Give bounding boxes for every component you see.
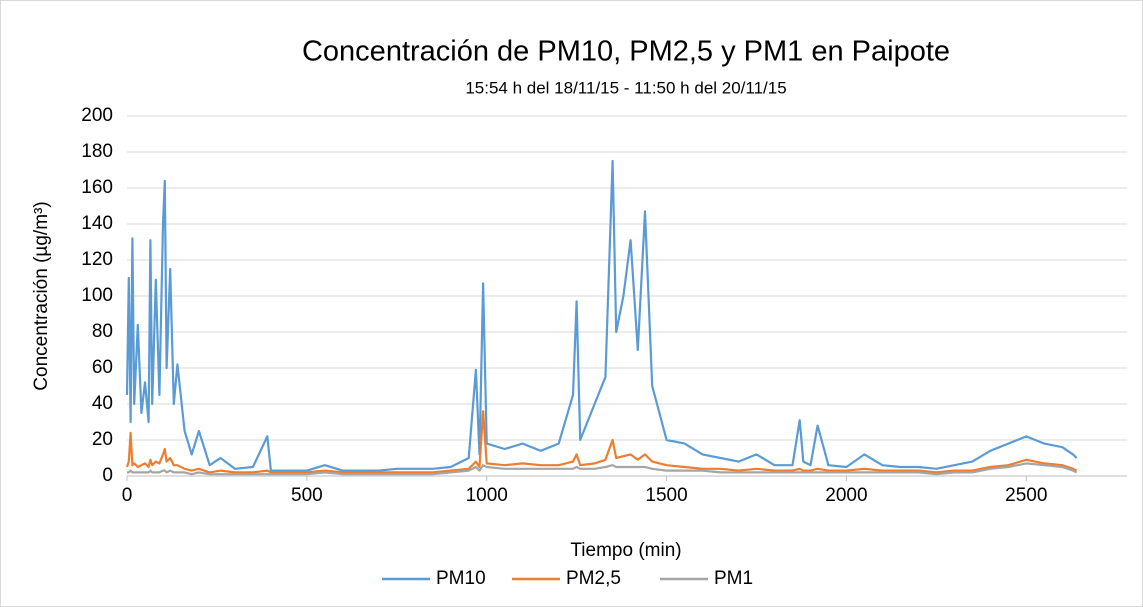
chart-subtitle: 15:54 h del 18/11/15 - 11:50 h del 20/11…	[465, 78, 786, 97]
x-tick-label: 500	[291, 485, 323, 506]
y-tick-label: 80	[92, 321, 113, 342]
x-tick-label: 2500	[1005, 485, 1047, 506]
y-tick-label: 20	[92, 429, 113, 450]
y-tick-label: 180	[81, 141, 113, 162]
series-line	[127, 462, 1078, 476]
legend-label: PM1	[714, 568, 753, 589]
y-tick-label: 40	[92, 393, 113, 414]
x-tick-label: 0	[122, 485, 133, 506]
y-axis-title: Concentración (µg/m³)	[31, 201, 52, 390]
y-tick-label: 140	[81, 213, 113, 234]
series-line	[125, 159, 1078, 472]
x-tick-label: 2000	[825, 485, 867, 506]
legend-label: PM2,5	[566, 568, 621, 589]
y-tick-label: 60	[92, 357, 113, 378]
x-axis-title: Tiempo (min)	[570, 540, 681, 561]
y-tick-label: 0	[102, 465, 113, 486]
x-tick-label: 1500	[645, 485, 687, 506]
legend-label: PM10	[436, 568, 486, 589]
series-line	[125, 410, 1078, 474]
y-tick-label: 200	[81, 105, 113, 126]
chart-title: Concentración de PM10, PM2,5 y PM1 en Pa…	[302, 36, 950, 68]
x-tick-label: 1000	[466, 485, 508, 506]
y-tick-label: 160	[81, 177, 113, 198]
y-tick-label: 100	[81, 285, 113, 306]
y-tick-label: 120	[81, 249, 113, 270]
